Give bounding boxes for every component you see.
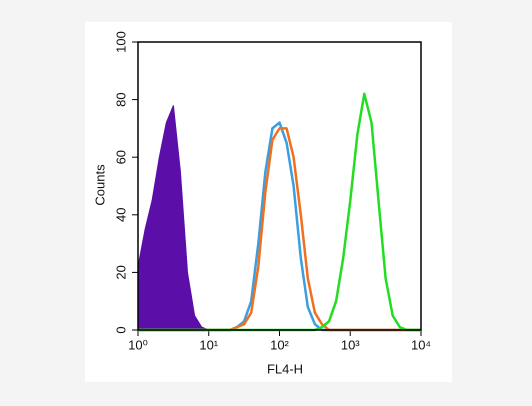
y-tick-label: 40 <box>113 208 128 222</box>
y-tick-label: 80 <box>113 92 128 106</box>
y-tick-label: 20 <box>113 265 128 279</box>
x-tick-label: 10⁴ <box>411 337 431 352</box>
x-tick-label: 10⁰ <box>128 337 148 352</box>
y-axis-label: Counts <box>92 164 107 206</box>
plot-frame <box>137 41 422 331</box>
x-tick-label: 10³ <box>341 337 360 352</box>
y-tick-label: 0 <box>113 326 128 333</box>
x-axis-label: FL4-H <box>267 361 303 376</box>
y-tick-label: 60 <box>113 150 128 164</box>
x-tick-label: 10¹ <box>199 337 218 352</box>
y-tick-label: 100 <box>113 31 128 53</box>
x-tick-label: 10² <box>270 337 289 352</box>
